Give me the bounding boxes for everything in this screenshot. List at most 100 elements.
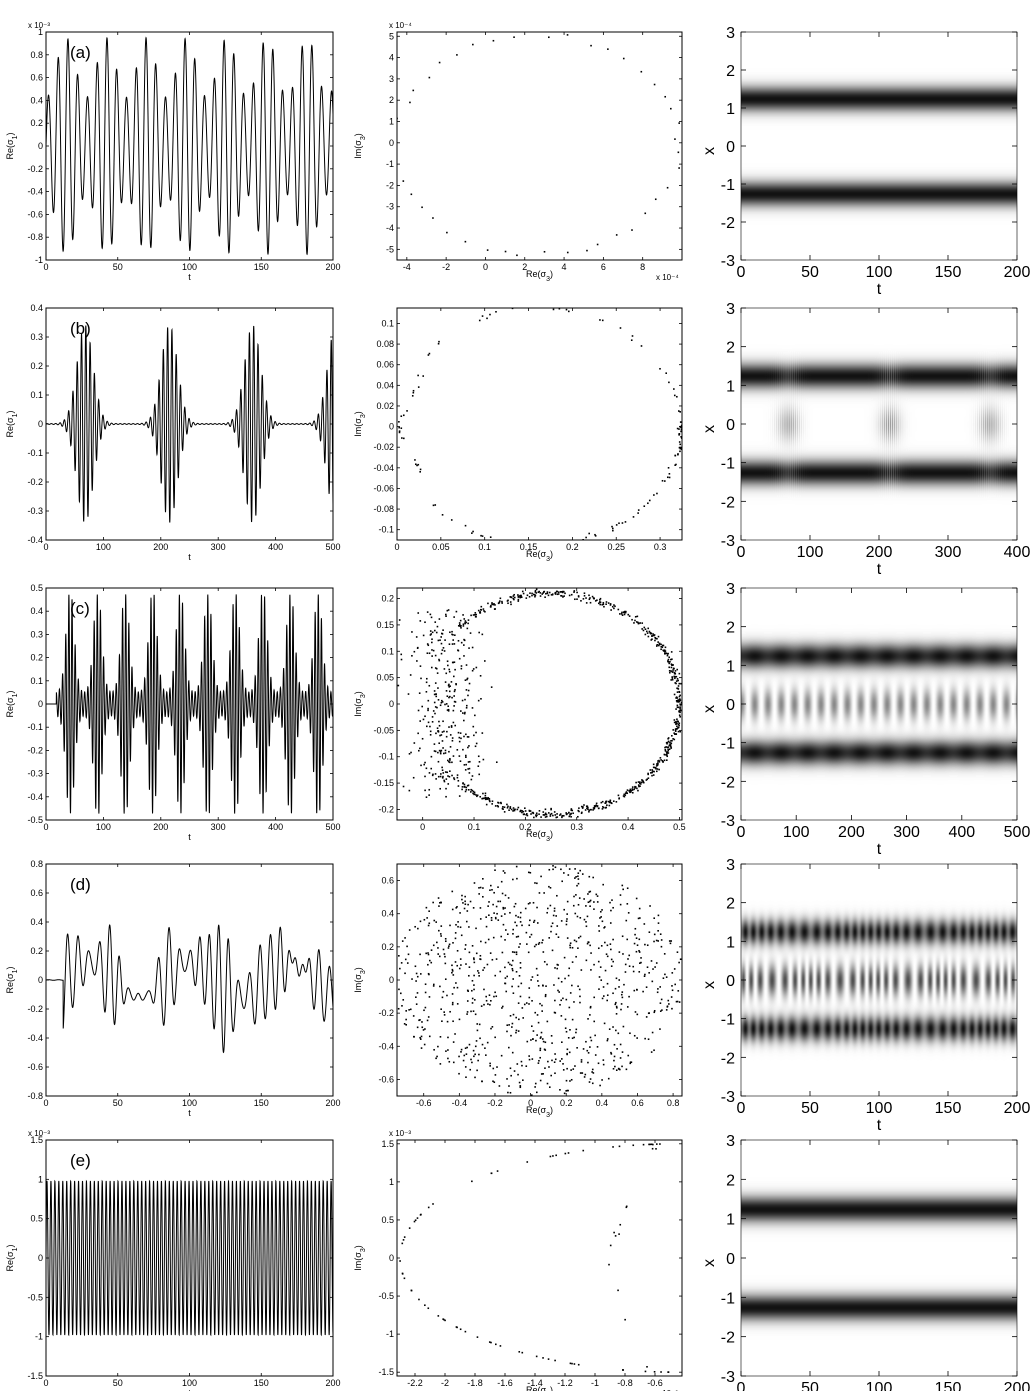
y-tick-label: 0.08 <box>376 339 394 349</box>
scatter-point <box>616 1006 618 1009</box>
scatter-point <box>448 726 450 728</box>
y-exponent: x 10⁻³ <box>389 1129 411 1138</box>
x-tick-label: 0.8 <box>667 1098 680 1108</box>
scatter-point <box>471 945 474 947</box>
scatter-point <box>444 978 447 981</box>
scatter-point <box>626 938 629 941</box>
scatter-point <box>484 660 486 662</box>
scatter-point <box>490 604 492 607</box>
scatter-point <box>414 1219 417 1222</box>
scatter-point <box>404 958 407 961</box>
scatter-point <box>623 611 626 613</box>
scatter-point <box>485 1054 487 1056</box>
scatter-point <box>683 700 685 702</box>
scatter-point <box>670 658 672 661</box>
scatter-point <box>451 1001 454 1004</box>
scatter-point <box>452 1041 455 1043</box>
scatter-point <box>438 720 440 723</box>
y-tick-label: -0.6 <box>27 209 43 219</box>
scatter-point <box>620 993 623 996</box>
scatter-point <box>638 951 641 953</box>
scatter-point <box>512 595 515 597</box>
scatter-point <box>536 814 538 816</box>
x-tick-label: 300 <box>211 822 226 832</box>
scatter-point <box>621 1065 623 1068</box>
scatter-point <box>437 1045 439 1048</box>
scatter-point <box>513 951 516 954</box>
scatter-point <box>651 774 653 777</box>
scatter-point <box>471 789 474 792</box>
scatter-point <box>581 1072 584 1074</box>
scatter-point <box>508 1046 510 1049</box>
scatter-point <box>561 1041 563 1043</box>
scatter-point <box>657 940 660 942</box>
scatter-point <box>618 1145 621 1148</box>
x-tick-label: 0.4 <box>622 822 635 832</box>
scatter-point <box>619 327 622 329</box>
scatter-point <box>473 961 476 964</box>
scatter-point <box>624 794 627 796</box>
scatter-point <box>561 591 564 594</box>
scatter-point <box>520 595 522 598</box>
scatter-point <box>433 693 436 696</box>
scatter-point <box>618 522 620 525</box>
scatter-point <box>465 733 467 736</box>
scatter-point <box>673 719 676 721</box>
scatter-point <box>620 613 623 615</box>
scatter-point <box>626 789 629 791</box>
scatter-point <box>558 991 560 993</box>
scatter-point <box>639 962 641 964</box>
scatter-point <box>496 805 499 807</box>
scatter-point <box>452 942 454 944</box>
scatter-point <box>573 591 575 593</box>
scatter-point <box>667 999 670 1002</box>
scatter-point <box>495 958 498 960</box>
scatter-point <box>567 310 570 313</box>
scatter-point <box>517 595 520 598</box>
scatter-point <box>493 608 496 610</box>
scatter-point <box>680 437 682 439</box>
scatter-point <box>482 608 485 610</box>
scatter-point <box>447 664 449 667</box>
scatter-point <box>647 772 649 775</box>
scatter-point <box>453 616 455 618</box>
scatter-point <box>451 739 454 742</box>
y-tick-label: -1 <box>35 1332 43 1342</box>
y-tick-label: -1 <box>721 1012 735 1029</box>
y-tick-label: 1 <box>38 1174 43 1184</box>
scatter-point <box>422 375 425 377</box>
scatter-point <box>675 708 677 710</box>
scatter-point <box>458 657 461 660</box>
scatter-point <box>445 778 448 780</box>
scatter-point <box>525 1002 528 1004</box>
x-tick-label: -1.6 <box>497 1378 513 1388</box>
plot-frame <box>740 587 1018 821</box>
y-tick-label: 1 <box>389 1177 394 1187</box>
scatter-point <box>542 984 544 987</box>
scatter-point <box>418 749 420 752</box>
scatter-point <box>580 812 583 815</box>
scatter-point <box>471 997 474 1000</box>
scatter-point <box>434 682 437 684</box>
scatter-point <box>443 953 446 955</box>
scatter-point <box>609 800 612 802</box>
y-tick-label: -0.1 <box>378 752 394 762</box>
scatter-point <box>509 807 511 810</box>
y-tick-label: 0.5 <box>30 1214 43 1224</box>
scatter-point <box>612 800 615 802</box>
scatter-point <box>518 1351 521 1353</box>
scatter-point <box>482 758 485 761</box>
scatter-point <box>548 1066 550 1068</box>
scatter-point <box>434 750 437 753</box>
scatter-point <box>675 680 678 682</box>
scatter-point <box>535 967 538 970</box>
x-tick-label: 200 <box>325 1378 340 1388</box>
scatter-point <box>473 882 476 884</box>
y-tick-label: -0.5 <box>27 815 43 825</box>
scatter-point <box>491 603 493 606</box>
scatter-point <box>516 808 519 811</box>
scatter-point <box>468 647 470 649</box>
scatter-point <box>659 933 662 935</box>
scatter-point <box>451 633 453 636</box>
scatter-point <box>432 901 434 904</box>
